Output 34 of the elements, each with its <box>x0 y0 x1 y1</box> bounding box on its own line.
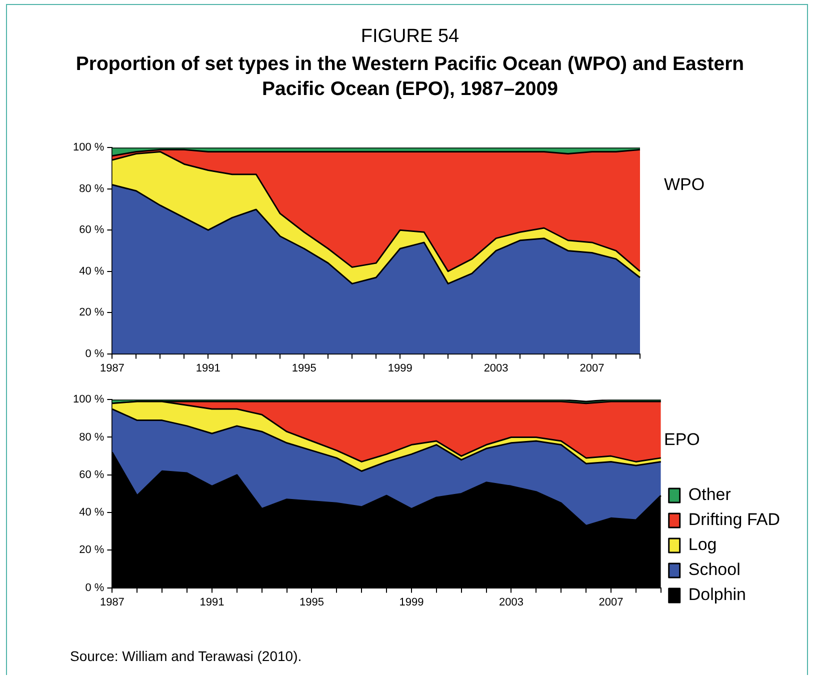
legend-label: Drifting FAD <box>688 510 780 530</box>
y-tick-label: 20 % <box>79 544 104 556</box>
text: WPO <box>664 175 705 195</box>
y-tick-label: 80 % <box>79 431 104 444</box>
y-tick-label: 40 % <box>79 506 104 519</box>
x-tick-label: 2007 <box>598 596 624 608</box>
y-tick-label: 40 % <box>79 265 104 278</box>
y-tick-label: 20 % <box>79 306 104 319</box>
y-tick-label: 0 % <box>85 582 104 594</box>
y-tick-label: 100 % <box>72 142 104 154</box>
legend-label: Other <box>688 485 732 504</box>
x-tick-label: 1987 <box>100 596 124 608</box>
chart-title: FIGURE 54 <box>360 26 460 48</box>
x-tick-label: 2003 <box>498 596 524 608</box>
legend-label: School <box>688 560 740 580</box>
x-tick-label: 1999 <box>388 362 412 374</box>
x-tick-label: 1991 <box>200 596 224 608</box>
x-tick-label: 2003 <box>484 362 508 374</box>
x-tick-label: 1987 <box>100 362 124 374</box>
y-tick-label: 100 % <box>72 394 104 406</box>
y-tick-label: 60 % <box>79 224 104 236</box>
x-tick-label: 1991 <box>196 362 220 374</box>
x-tick-label: 1999 <box>399 596 424 608</box>
x-tick-label: 1995 <box>299 596 324 608</box>
chart-subtitle: Proportion of set types in the Western Pacific Ocean (WPO) and Eastern Pacific Ocean (EPO), 1987–2009 <box>74 52 746 102</box>
legend-label: Dolphin <box>688 585 746 604</box>
text: EPO <box>664 430 700 450</box>
y-tick-label: 80 % <box>79 182 104 195</box>
legend-label: Log <box>688 535 717 554</box>
source-note: Source: William and Terawasi (2010). <box>70 648 302 664</box>
x-tick-label: 2007 <box>580 362 604 374</box>
y-tick-label: 0 % <box>85 348 104 360</box>
y-tick-label: 60 % <box>79 468 104 481</box>
x-tick-label: 1995 <box>292 362 316 374</box>
